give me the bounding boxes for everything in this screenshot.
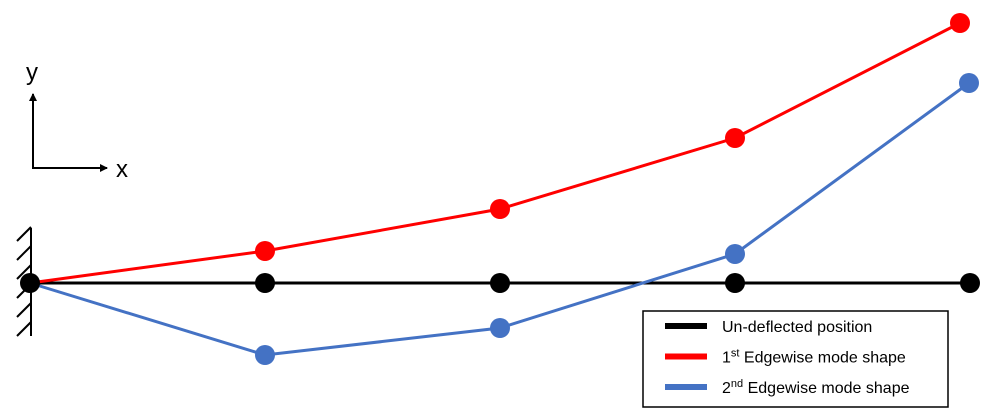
legend-label-undeflected: Un-deflected position bbox=[722, 319, 872, 336]
mode2-node bbox=[255, 345, 275, 365]
mode1-node bbox=[725, 128, 745, 148]
legend-label-mode2: 2nd Edgewise mode shape bbox=[722, 378, 910, 397]
coordinate-axes: y x bbox=[26, 59, 128, 183]
mode2-node bbox=[490, 318, 510, 338]
mode1-node bbox=[490, 199, 510, 219]
mode-nodes bbox=[20, 13, 980, 365]
hatch-line bbox=[16, 264, 32, 280]
undeflected-node bbox=[20, 273, 40, 293]
undeflected-node bbox=[725, 273, 745, 293]
undeflected-node bbox=[490, 273, 510, 293]
mode2-node bbox=[959, 73, 979, 93]
mode1-node bbox=[950, 13, 970, 33]
y-axis-label: y bbox=[26, 59, 38, 86]
hatch-line bbox=[16, 226, 32, 242]
mode1-line bbox=[29, 21, 961, 285]
mode1-node bbox=[255, 241, 275, 261]
legend: Un-deflected position 1st Edgewise mode s… bbox=[642, 310, 949, 408]
x-axis-label: x bbox=[116, 156, 128, 183]
hatch-line bbox=[16, 245, 32, 261]
hatch-line bbox=[16, 321, 32, 337]
legend-label-mode1: 1st Edgewise mode shape bbox=[722, 348, 906, 367]
undeflected-node bbox=[255, 273, 275, 293]
undeflected-node bbox=[960, 273, 980, 293]
mode-lines bbox=[29, 21, 970, 357]
hatch-line bbox=[16, 302, 32, 318]
mode2-node bbox=[725, 244, 745, 264]
